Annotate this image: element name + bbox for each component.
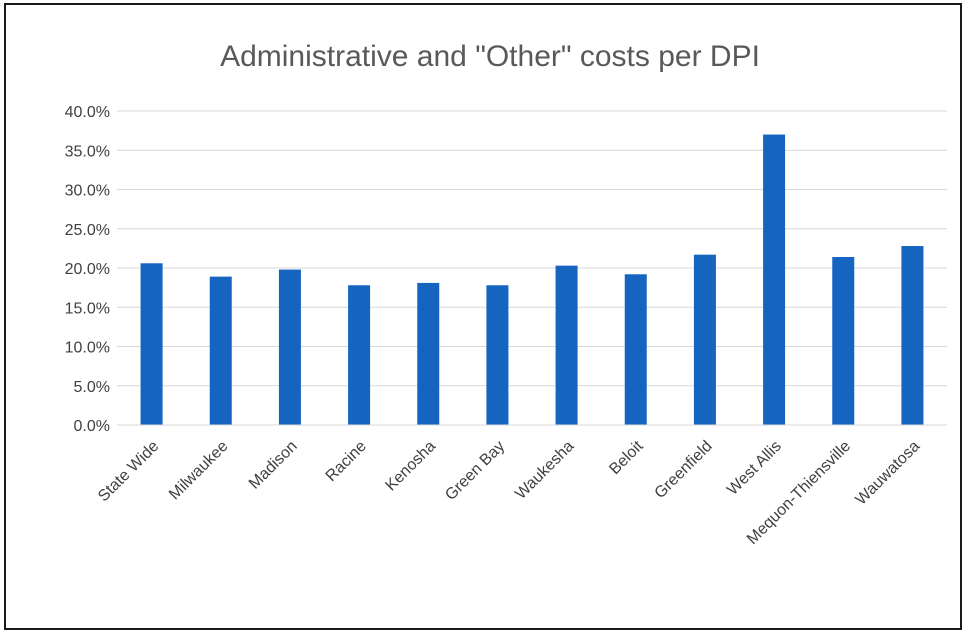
bar-beloit	[624, 274, 647, 425]
x-category-label: Greenfield	[652, 438, 716, 502]
bar-mequon-thiensville	[832, 257, 855, 425]
bar-wauwatosa	[901, 246, 924, 425]
y-tick-label: 30.0%	[65, 183, 110, 200]
x-category-label: Wauwatosa	[853, 438, 924, 509]
x-category-label: Waukesha	[512, 438, 577, 503]
bar-green-bay	[486, 285, 509, 425]
bar-racine	[348, 285, 371, 425]
y-tick-label: 10.0%	[65, 340, 110, 357]
chart-title: Administrative and "Other" costs per DPI	[220, 40, 760, 73]
y-tick-label: 35.0%	[65, 143, 110, 160]
chart-frame	[4, 3, 962, 630]
gridlines	[117, 110, 947, 387]
y-tick-label: 20.0%	[65, 261, 110, 278]
y-tick-label: 0.0%	[74, 418, 110, 435]
y-axis-tick-labels: 0.0% 5.0% 10.0% 15.0% 20.0% 25.0% 30.0% 35.0% 40…	[65, 104, 110, 435]
bar-milwaukee	[209, 276, 232, 425]
y-tick-label: 5.0%	[74, 379, 110, 396]
bar-state-wide	[140, 263, 163, 425]
x-category-label: Kenosha	[382, 438, 439, 495]
x-category-label: Madison	[246, 438, 301, 493]
bars	[140, 134, 924, 426]
x-category-label: Racine	[323, 438, 370, 485]
x-category-label: West Allis	[724, 438, 785, 499]
bar-west-allis	[763, 134, 786, 426]
x-axis-category-labels: State Wide Milwaukee Madison Racine Kenosha G…	[95, 437, 923, 548]
x-category-label: Green Bay	[442, 438, 508, 504]
y-tick-label: 25.0%	[65, 222, 110, 239]
bar-kenosha	[417, 282, 440, 425]
bar-greenfield	[693, 254, 716, 425]
bar-madison	[278, 269, 301, 425]
y-tick-label: 15.0%	[65, 300, 110, 317]
x-category-label: Beloit	[606, 437, 647, 478]
bar-waukesha	[555, 265, 578, 425]
x-category-label: Milwaukee	[166, 438, 232, 504]
x-category-label: State Wide	[95, 438, 162, 505]
y-tick-label: 40.0%	[65, 104, 110, 121]
